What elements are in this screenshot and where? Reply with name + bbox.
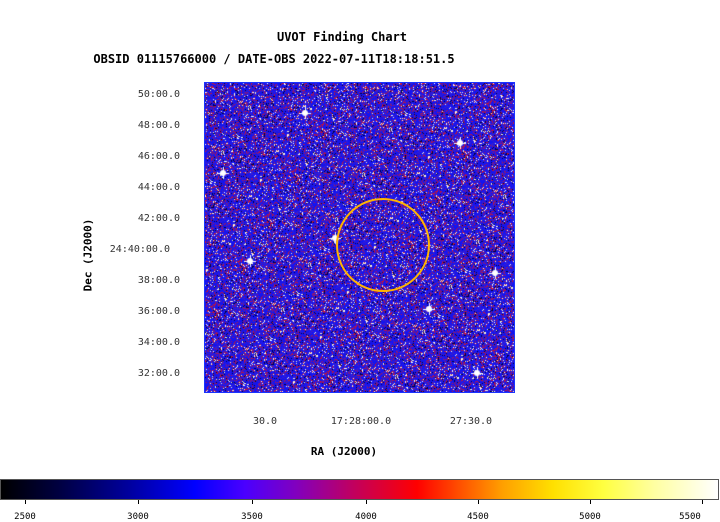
colorbar xyxy=(0,479,719,500)
colorbar-tick-label: 3000 xyxy=(127,512,149,522)
colorbar-tickmark xyxy=(478,500,479,504)
source-circle xyxy=(336,198,430,292)
colorbar-tick-label: 4500 xyxy=(467,512,489,522)
colorbar-tickmark xyxy=(702,500,703,504)
chart-title: UVOT Finding Chart xyxy=(276,30,408,44)
ra-tick-label: 17:28:00.0 xyxy=(330,416,392,427)
colorbar-tick-label: 3500 xyxy=(241,512,263,522)
chart-subtitle: OBSID 01115766000 / DATE-OBS 2022-07-11T… xyxy=(93,52,455,66)
x-axis-label: RA (J2000) xyxy=(310,445,378,458)
colorbar-tick-label: 4000 xyxy=(355,512,377,522)
colorbar-tick-label: 5500 xyxy=(679,512,701,522)
colorbar-tickmark xyxy=(138,500,139,504)
ra-tick-label: 27:30.0 xyxy=(449,416,493,427)
dec-tick-label: 42:00.0 xyxy=(137,213,180,224)
dec-tick-label: 50:00.0 xyxy=(137,89,180,100)
sky-image-panel xyxy=(204,82,515,393)
colorbar-tickmark xyxy=(252,500,253,504)
dec-tick-label: 34:00.0 xyxy=(137,337,180,348)
dec-tick-label: 44:00.0 xyxy=(137,182,180,193)
dec-tick-label: 36:00.0 xyxy=(137,306,180,317)
dec-tick-label: 48:00.0 xyxy=(137,120,180,131)
colorbar-tickmark xyxy=(590,500,591,504)
dec-tick-label: 38:00.0 xyxy=(137,275,180,286)
dec-tick-label: 24:40:00.0 xyxy=(109,244,170,255)
colorbar-tickmark xyxy=(366,500,367,504)
colorbar-tickmark xyxy=(25,500,26,504)
ra-tick-label: 30.0 xyxy=(252,416,278,427)
colorbar-tick-label: 2500 xyxy=(14,512,36,522)
colorbar-tick-label: 5000 xyxy=(579,512,601,522)
dec-tick-label: 46:00.0 xyxy=(137,151,180,162)
dec-tick-label: 32:00.0 xyxy=(137,368,180,379)
